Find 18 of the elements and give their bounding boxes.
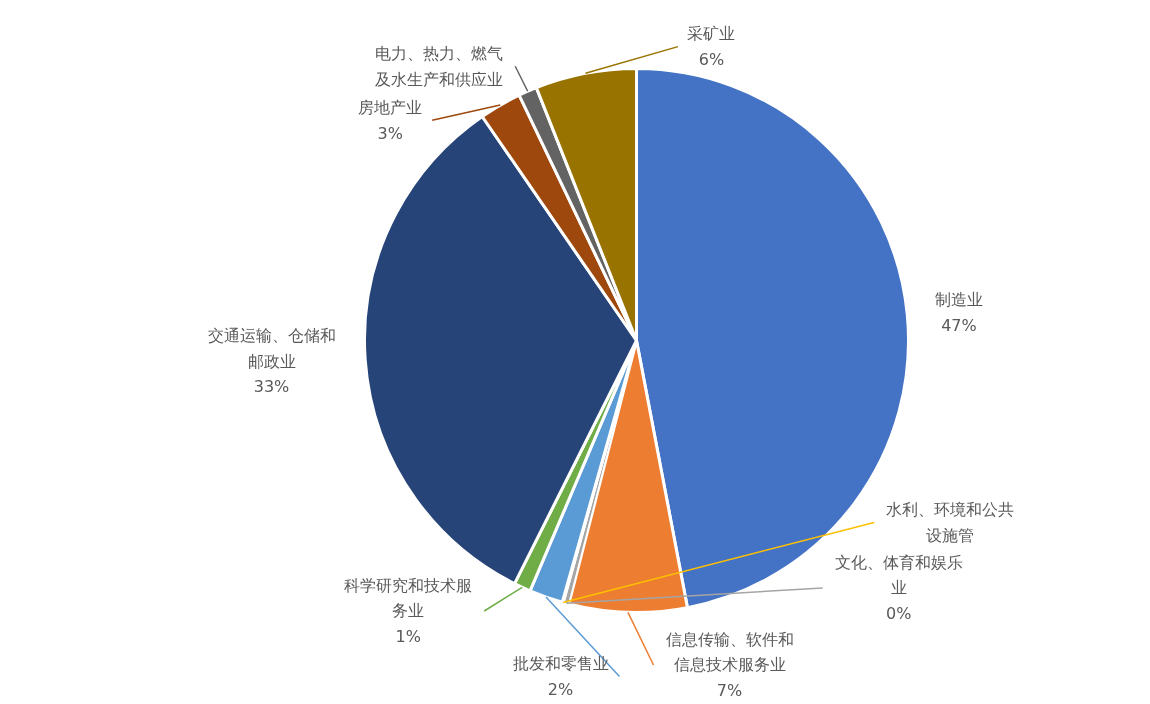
slice-label: 批发和零售业 [512,654,609,674]
slice-label: 制造业 [934,290,983,310]
slice-label: 水利、环境和公共设施管 [886,500,1015,545]
data-label: 47% [941,315,977,335]
slice-label: 采矿业 [687,24,736,44]
data-label: 6% [698,49,725,69]
data-label: 0% [885,604,912,624]
data-label: 1% [395,627,421,647]
slice-label: 信息传输、软件和信息技术服务业 [665,629,794,675]
data-label: 7% [716,681,743,701]
slice-label: 科学研究和技术服务业 [344,575,473,621]
slice-label: 交通运输、仓储和邮政业 [207,326,336,371]
data-label: 3% [377,123,403,143]
slice-label: 电力、热力、燃气及水生产和供应业 [375,43,504,89]
data-label: 2% [547,679,574,699]
slice-label: 房地产业 [358,97,423,117]
data-label: 33% [253,377,290,397]
slice-label: 文化、体育和娱乐业 [834,552,963,598]
